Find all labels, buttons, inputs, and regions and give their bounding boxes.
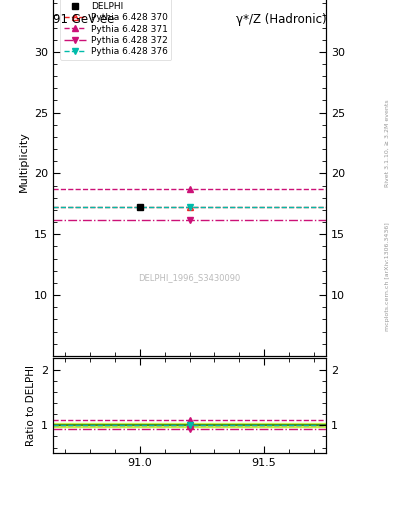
Text: DELPHI_1996_S3430090: DELPHI_1996_S3430090 xyxy=(138,273,241,283)
Text: Rivet 3.1.10, ≥ 3.2M events: Rivet 3.1.10, ≥ 3.2M events xyxy=(385,99,389,187)
Text: mcplots.cern.ch [arXiv:1306.3436]: mcplots.cern.ch [arXiv:1306.3436] xyxy=(385,222,389,331)
Bar xyxy=(53,423,326,428)
Text: γ*/Z (Hadronic): γ*/Z (Hadronic) xyxy=(235,13,326,26)
Legend: DELPHI, Pythia 6.428 370, Pythia 6.428 371, Pythia 6.428 372, Pythia 6.428 376: DELPHI, Pythia 6.428 370, Pythia 6.428 3… xyxy=(60,0,171,60)
Y-axis label: Ratio to DELPHI: Ratio to DELPHI xyxy=(26,365,35,446)
Text: 91 GeV ee: 91 GeV ee xyxy=(53,13,114,26)
Y-axis label: Multiplicity: Multiplicity xyxy=(18,131,29,191)
